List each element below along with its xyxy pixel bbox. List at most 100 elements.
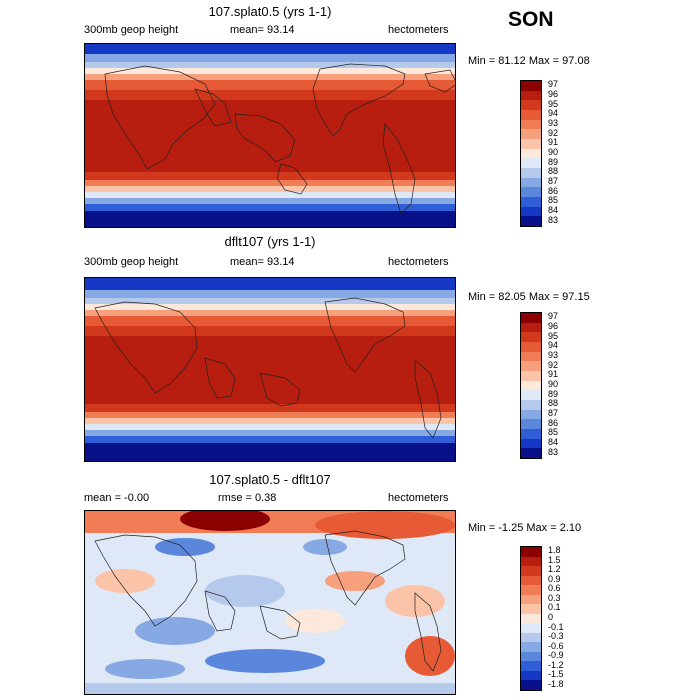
- panel2-colorbar: [520, 312, 542, 459]
- panel3-map: [84, 510, 456, 695]
- panel2-map: [84, 277, 456, 462]
- colorbar-label: 87: [548, 176, 559, 186]
- colorbar-segment: [521, 90, 541, 101]
- colorbar-segment: [521, 556, 541, 567]
- panel1-minmax: Min = 81.12 Max = 97.08: [468, 55, 590, 67]
- colorbar-label: 87: [548, 408, 559, 418]
- panel3-title: 107.splat0.5 - dflt107: [209, 472, 331, 487]
- colorbar-segment: [521, 428, 541, 439]
- colorbar-segment: [521, 448, 541, 458]
- colorbar-segment: [521, 547, 541, 557]
- panel2-units-label: hectometers: [388, 256, 449, 268]
- colorbar-label: 85: [548, 427, 559, 438]
- colorbar-label: 97: [548, 79, 559, 90]
- colorbar-label: 95: [548, 330, 559, 341]
- colorbar-label: 0: [548, 612, 554, 622]
- colorbar-label: 92: [548, 127, 559, 138]
- panel2-variable-label: 300mb geop height: [84, 256, 179, 268]
- panel1-variable-label: 300mb geop height: [84, 24, 179, 36]
- colorbar-segment: [521, 670, 541, 681]
- panel1-mean-label: mean= 93.14: [230, 24, 295, 36]
- colorbar-label: 89: [548, 388, 559, 399]
- colorbar-segment: [521, 575, 541, 586]
- colorbar-label: 90: [548, 147, 559, 157]
- colorbar-label: 88: [548, 398, 559, 409]
- colorbar-segment: [521, 419, 541, 429]
- colorbar-label: 96: [548, 321, 559, 331]
- colorbar-label: 1.2: [548, 564, 561, 575]
- colorbar-segment: [521, 322, 541, 333]
- colorbar-label: 89: [548, 156, 559, 167]
- colorbar-segment: [521, 399, 541, 410]
- colorbar-segment: [521, 409, 541, 420]
- colorbar-label: 96: [548, 89, 559, 99]
- colorbar-label: -1.5: [548, 669, 564, 680]
- colorbar-label: -1.8: [548, 678, 564, 689]
- colorbar-label: 97: [548, 311, 559, 322]
- panel1-map: [84, 43, 456, 228]
- colorbar-label: 83: [548, 446, 559, 457]
- colorbar-segment: [521, 651, 541, 662]
- colorbar-label: 85: [548, 195, 559, 206]
- panel3-units-label: hectometers: [388, 492, 449, 504]
- colorbar-label: 92: [548, 359, 559, 370]
- colorbar-segment: [521, 332, 541, 342]
- colorbar-label: 86: [548, 185, 559, 196]
- colorbar-label: 91: [548, 137, 559, 148]
- colorbar-label: -0.1: [548, 621, 564, 632]
- colorbar-segment: [521, 138, 541, 149]
- colorbar-segment: [521, 594, 541, 605]
- panel3-colorbar: [520, 546, 542, 691]
- colorbar-label: 84: [548, 205, 559, 215]
- panel3-rmse-label: rmse = 0.38: [218, 492, 277, 504]
- colorbar-segment: [521, 119, 541, 130]
- colorbar-label: 93: [548, 350, 559, 360]
- colorbar-label: 0.6: [548, 583, 561, 594]
- colorbar-segment: [521, 216, 541, 226]
- colorbar-label: 0.9: [548, 573, 561, 584]
- colorbar-segment: [521, 370, 541, 381]
- colorbar-segment: [521, 187, 541, 197]
- colorbar-segment: [521, 177, 541, 188]
- colorbar-segment: [521, 206, 541, 217]
- panel2-title: dflt107 (yrs 1-1): [224, 234, 316, 249]
- colorbar-label: 90: [548, 379, 559, 389]
- colorbar-label: 86: [548, 417, 559, 428]
- colorbar-segment: [521, 585, 541, 595]
- colorbar-segment: [521, 613, 541, 624]
- colorbar-label: 0.1: [548, 602, 561, 613]
- colorbar-label: -0.9: [548, 650, 564, 661]
- panel2-mean-label: mean= 93.14: [230, 256, 295, 268]
- colorbar-segment: [521, 351, 541, 362]
- colorbar-label: 94: [548, 340, 559, 351]
- colorbar-segment: [521, 623, 541, 633]
- colorbar-segment: [521, 100, 541, 110]
- colorbar-label: 93: [548, 118, 559, 128]
- panel2-minmax: Min = 82.05 Max = 97.15: [468, 291, 590, 303]
- colorbar-segment: [521, 167, 541, 178]
- colorbar-label: 0.3: [548, 592, 561, 603]
- panel3-minmax: Min = -1.25 Max = 2.10: [468, 522, 582, 534]
- colorbar-label: 1.5: [548, 554, 561, 565]
- colorbar-segment: [521, 148, 541, 159]
- panel3-mean-label: mean = -0.00: [84, 492, 150, 504]
- season-label: SON: [508, 8, 554, 31]
- colorbar-segment: [521, 380, 541, 391]
- colorbar-segment: [521, 129, 541, 139]
- panel1-title: 107.splat0.5 (yrs 1-1): [208, 4, 332, 19]
- colorbar-segment: [521, 361, 541, 371]
- colorbar-segment: [521, 566, 541, 576]
- colorbar-segment: [521, 604, 541, 614]
- colorbar-label: -1.2: [548, 659, 564, 670]
- colorbar-label: 94: [548, 108, 559, 119]
- colorbar-segment: [521, 438, 541, 449]
- colorbar-label: 88: [548, 166, 559, 177]
- colorbar-segment: [521, 313, 541, 323]
- colorbar-label: 84: [548, 437, 559, 447]
- colorbar-segment: [521, 390, 541, 400]
- panel1-colorbar: [520, 80, 542, 227]
- colorbar-segment: [521, 109, 541, 120]
- colorbar-segment: [521, 661, 541, 671]
- colorbar-segment: [521, 680, 541, 690]
- panel1-units-label: hectometers: [388, 24, 449, 36]
